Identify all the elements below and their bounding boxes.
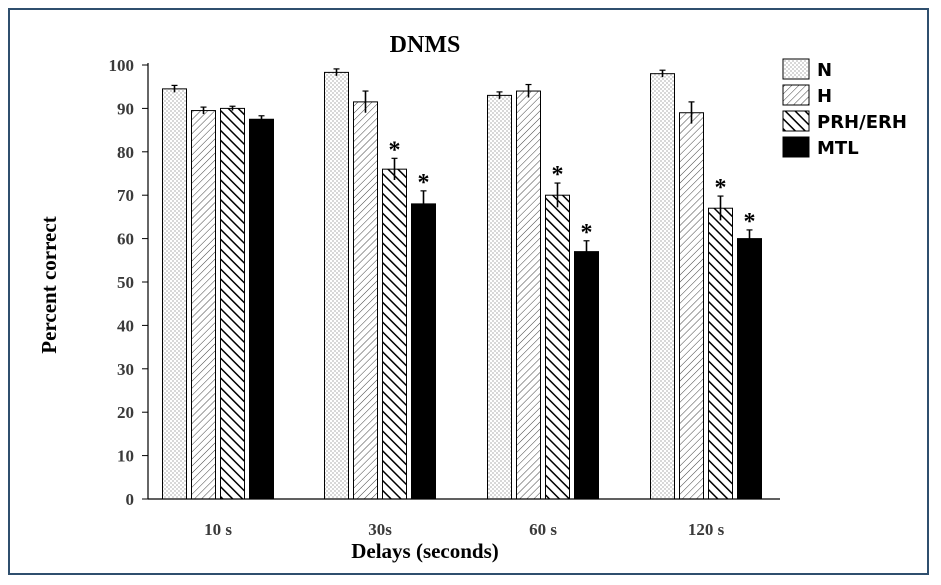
- y-tick-label: 90: [117, 99, 134, 118]
- chart-frame: [8, 8, 929, 575]
- bar-prh-erh-0: [220, 107, 245, 500]
- x-tick-label: 30s: [368, 520, 392, 539]
- y-axis: 0 10 20 30 40 50 60 70 80 90 100: [109, 56, 148, 509]
- x-axis-title: Delays (seconds): [351, 539, 499, 563]
- legend-label: N: [817, 60, 832, 81]
- legend-label: MTL: [817, 138, 859, 159]
- x-tick-label: 120 s: [688, 520, 725, 539]
- bar-n-0: [162, 88, 187, 500]
- legend: NH PRH/ERH MTL: [782, 58, 907, 159]
- y-tick-label: 60: [117, 230, 134, 249]
- bar-h-1: [353, 101, 378, 500]
- bar-h-3: [679, 112, 704, 500]
- bar-n-3: [650, 73, 675, 500]
- significance-marker: *: [581, 220, 593, 246]
- legend-swatch: [782, 136, 810, 158]
- y-tick-label: 20: [117, 403, 134, 422]
- bar-h-2: [516, 90, 541, 500]
- bar-n-2: [487, 94, 512, 500]
- significance-marker: *: [418, 170, 430, 196]
- significance-marker: *: [715, 175, 727, 201]
- y-tick-label: 80: [117, 143, 134, 162]
- bar-prh-erh-3: [708, 207, 733, 500]
- x-axis: 10 s 30s 60 s 120 s: [204, 520, 725, 539]
- chart-title: DNMS: [390, 32, 461, 58]
- bar-mtl-2: [574, 251, 599, 500]
- legend-swatch: [782, 84, 810, 106]
- y-tick-label: 50: [117, 273, 134, 292]
- significance-marker: *: [389, 137, 401, 163]
- legend-swatch: [782, 110, 810, 132]
- bar-mtl-1: [411, 203, 436, 500]
- legend-label: PRH/ERH: [817, 112, 907, 133]
- x-tick-label: 10 s: [204, 520, 232, 539]
- y-tick-label: 10: [117, 447, 134, 466]
- bar-prh-erh-2: [545, 194, 570, 500]
- bars-group: * * * * * *: [162, 68, 762, 500]
- bar-mtl-0: [249, 118, 274, 500]
- bar-n-1: [324, 71, 349, 500]
- y-tick-label: 30: [117, 360, 134, 379]
- legend-swatch: [782, 58, 810, 80]
- y-tick-label: 70: [117, 186, 134, 205]
- significance-marker: *: [744, 209, 756, 235]
- y-tick-label: 40: [117, 316, 134, 335]
- bar-mtl-3: [737, 238, 762, 500]
- y-axis-title: Percent correct: [37, 216, 61, 353]
- significance-marker: *: [552, 162, 564, 188]
- bar-h-0: [191, 110, 216, 500]
- y-tick-label: 0: [126, 490, 135, 509]
- y-tick-label: 100: [109, 56, 135, 75]
- bar-prh-erh-1: [382, 168, 407, 500]
- legend-label: H: [817, 86, 832, 107]
- x-tick-label: 60 s: [529, 520, 557, 539]
